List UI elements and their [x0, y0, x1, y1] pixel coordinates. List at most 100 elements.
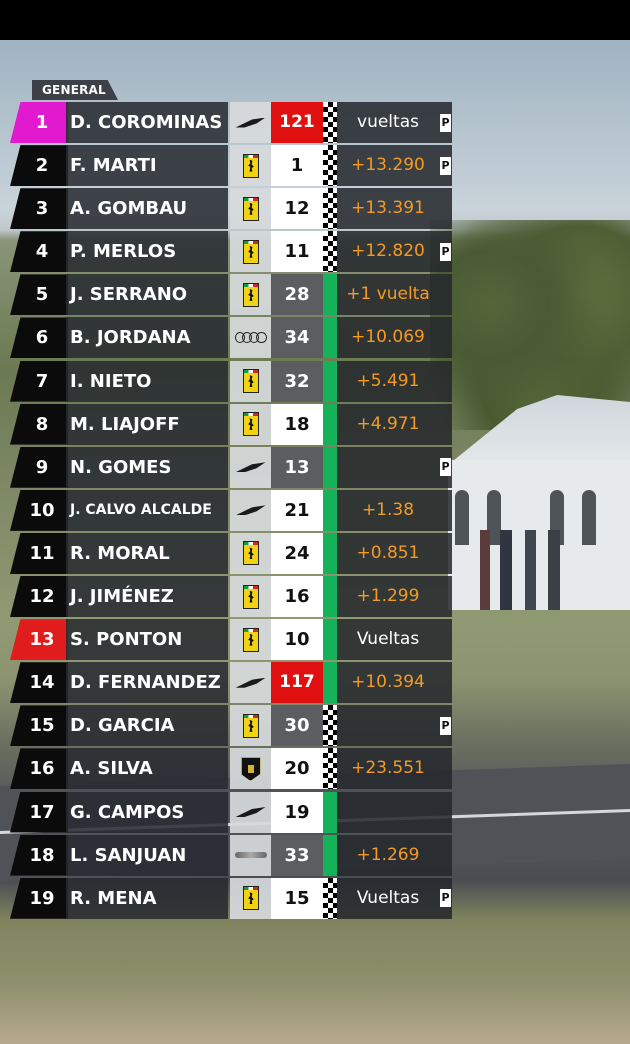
- gap-value: +4.971: [337, 403, 439, 445]
- green-flag-indicator: [323, 403, 337, 445]
- ferrari-icon: [242, 627, 259, 652]
- position-number: 7: [10, 360, 68, 402]
- gap-value: +1.299: [337, 576, 439, 618]
- standings-row[interactable]: 16 A. SILVA 20 +23.551: [8, 748, 452, 790]
- driver-name: R. MORAL: [66, 532, 228, 574]
- brand-cell: [230, 102, 271, 143]
- gap-value: +12.820: [337, 231, 439, 273]
- pit-badge: P: [440, 242, 451, 261]
- green-flag-indicator: [323, 532, 337, 574]
- tent-window: [455, 490, 469, 545]
- driver-name: P. MERLOS: [66, 231, 228, 273]
- gap-value: +1.269: [337, 834, 439, 876]
- driver-name: G. CAMPOS: [66, 791, 228, 833]
- ferrari-icon: [242, 282, 259, 307]
- green-flag-indicator: [323, 576, 337, 618]
- pit-badge: P: [440, 458, 451, 477]
- driver-name: B. JORDANA: [66, 317, 228, 359]
- spectators: [470, 530, 580, 610]
- ferrari-icon: [242, 369, 259, 394]
- brand-cell: [230, 576, 271, 618]
- car-number: 1: [271, 145, 323, 187]
- position-number: 2: [10, 145, 68, 187]
- checkered-flag-icon: [323, 231, 337, 273]
- gap-value: Vueltas: [337, 619, 439, 661]
- ferrari-icon: [242, 886, 259, 911]
- car-number: 20: [271, 748, 323, 790]
- car-number: 117: [271, 662, 323, 704]
- standings-row[interactable]: 6 B. JORDANA 34 +10.069: [8, 317, 452, 359]
- pit-indicator: [439, 748, 452, 790]
- audi-icon: [234, 331, 267, 344]
- car-number: 19: [271, 791, 323, 833]
- gap-value: vueltas: [337, 102, 439, 143]
- standings-row[interactable]: 14 D. FERNANDEZ 117 +10.394: [8, 662, 452, 704]
- standings-row[interactable]: 2 F. MARTI 1 +13.290 P: [8, 145, 452, 187]
- standings-row[interactable]: 1 D. COROMINAS 121 vueltas P: [8, 102, 452, 143]
- pit-indicator: P: [439, 231, 452, 273]
- pit-indicator: [439, 576, 452, 618]
- checkered-flag-icon: [323, 145, 337, 187]
- car-number: 13: [271, 446, 323, 488]
- pit-indicator: [439, 360, 452, 402]
- brand-cell: [230, 446, 271, 488]
- standings-row[interactable]: 4 P. MERLOS 11 +12.820 P: [8, 231, 452, 273]
- standings-row[interactable]: 8 M. LIAJOFF 18 +4.971: [8, 403, 452, 445]
- tab-general[interactable]: GENERAL: [32, 80, 118, 100]
- green-flag-indicator: [323, 317, 337, 359]
- position-number: 12: [10, 576, 68, 618]
- gap-value: +10.394: [337, 662, 439, 704]
- standings-row[interactable]: 18 L. SANJUAN 33 +1.269: [8, 834, 452, 876]
- standings-row[interactable]: 17 G. CAMPOS 19: [8, 791, 452, 833]
- driver-name: D. COROMINAS: [66, 102, 228, 143]
- ferrari-icon: [242, 713, 259, 738]
- gap-value: +23.551: [337, 748, 439, 790]
- car-number: 33: [271, 834, 323, 876]
- standings-row[interactable]: 11 R. MORAL 24 +0.851: [8, 532, 452, 574]
- pit-indicator: [439, 662, 452, 704]
- brand-cell: [230, 145, 271, 187]
- driver-name: L. SANJUAN: [66, 834, 228, 876]
- position-number: 10: [10, 489, 68, 531]
- car-number: 15: [271, 877, 323, 919]
- standings-row[interactable]: 10 J. CALVO ALCALDE 21 +1.38: [8, 489, 452, 531]
- position-number: 19: [10, 877, 68, 919]
- pit-badge: P: [440, 113, 451, 132]
- green-flag-indicator: [323, 662, 337, 704]
- pit-indicator: [439, 188, 452, 230]
- green-flag-indicator: [323, 446, 337, 488]
- car-number: 34: [271, 317, 323, 359]
- pit-badge: P: [440, 156, 451, 175]
- checkered-flag-icon: [323, 705, 337, 747]
- driver-name: A. SILVA: [66, 748, 228, 790]
- gap-value: +0.851: [337, 532, 439, 574]
- mclaren-icon: [235, 117, 266, 128]
- brand-cell: [230, 317, 271, 359]
- standings-row[interactable]: 3 A. GOMBAU 12 +13.391: [8, 188, 452, 230]
- standings-row[interactable]: 12 J. JIMÉNEZ 16 +1.299: [8, 576, 452, 618]
- car-number: 24: [271, 532, 323, 574]
- standings-row[interactable]: 15 D. GARCIA 30 P: [8, 705, 452, 747]
- green-flag-indicator: [323, 360, 337, 402]
- car-number: 18: [271, 403, 323, 445]
- driver-name: D. GARCIA: [66, 705, 228, 747]
- pit-indicator: P: [439, 705, 452, 747]
- standings-row[interactable]: 7 I. NIETO 32 +5.491: [8, 360, 452, 402]
- ferrari-icon: [242, 239, 259, 264]
- standings-row[interactable]: 9 N. GOMES 13 P: [8, 446, 452, 488]
- standings-row[interactable]: 5 J. SERRANO 28 +1 vuelta: [8, 274, 452, 316]
- position-number: 15: [10, 705, 68, 747]
- green-flag-indicator: [323, 489, 337, 531]
- car-number: 16: [271, 576, 323, 618]
- standings-row[interactable]: 13 S. PONTON 10 Vueltas: [8, 619, 452, 661]
- position-number: 6: [10, 317, 68, 359]
- brand-cell: [230, 877, 271, 919]
- standings-row[interactable]: 19 R. MENA 15 Vueltas P: [8, 877, 452, 919]
- position-number: 14: [10, 662, 68, 704]
- gap-value: [337, 705, 439, 747]
- position-number: 18: [10, 834, 68, 876]
- position-number: 8: [10, 403, 68, 445]
- position-number: 1: [10, 102, 68, 143]
- position-number: 13: [10, 619, 68, 661]
- car-number: 12: [271, 188, 323, 230]
